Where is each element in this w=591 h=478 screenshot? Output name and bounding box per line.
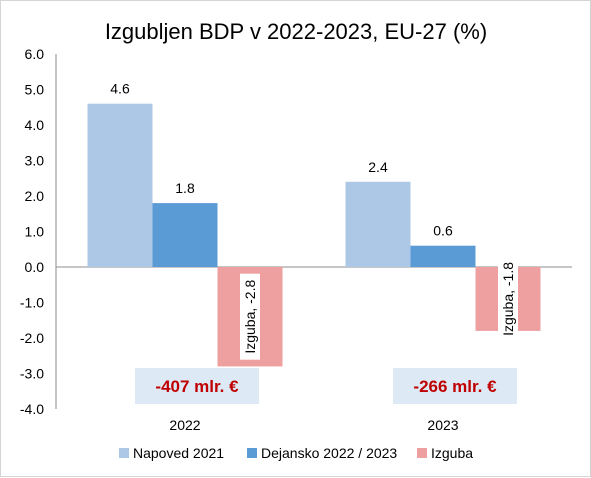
loss-annotations: -407 mlr. € -266 mlr. € (135, 368, 517, 404)
y-tick-label: 3.0 (25, 153, 45, 169)
bar-value-label: 0.6 (433, 223, 453, 239)
loss-callout-box (393, 368, 517, 404)
loss-callout-box (135, 368, 259, 404)
legend-swatch (119, 448, 129, 458)
y-tick-label: 1.0 (25, 224, 45, 240)
bar (410, 245, 476, 267)
y-tick-label: -1.0 (20, 295, 44, 311)
bar (152, 203, 218, 267)
bar (87, 103, 153, 267)
legend-label: Dejansko 2022 / 2023 (261, 445, 397, 461)
y-axis-ticks: 6.0 5.0 4.0 3.0 2.0 1.0 0.0 -1.0 -2.0 -3.0 -4.0 (20, 46, 44, 417)
y-tick-label: 2.0 (25, 188, 45, 204)
bars: 4.6 1.8 Izguba, -2.8 2.4 0.6 Izguba, -1.8 (87, 81, 541, 367)
legend-swatch (247, 448, 257, 458)
y-tick-label: 0.0 (25, 259, 45, 275)
loss-label-box (498, 255, 518, 342)
loss-label-text: Izguba, -2.8 (242, 280, 258, 354)
loss-callout-text: -266 mlr. € (413, 377, 497, 396)
bar-value-label: 4.6 (110, 81, 130, 97)
bar (345, 181, 411, 267)
legend-label: Izguba (431, 445, 473, 461)
y-tick-label: 6.0 (25, 46, 45, 62)
bar-value-label: 2.4 (368, 159, 388, 175)
y-tick-label: -2.0 (20, 330, 44, 346)
legend-label: Napoved 2021 (133, 445, 224, 461)
loss-label-text: Izguba, -1.8 (500, 262, 516, 336)
y-tick-label: 4.0 (25, 117, 45, 133)
x-axis-labels: 2022 2023 (169, 417, 458, 433)
y-tick-label: -3.0 (20, 366, 44, 382)
legend: Napoved 2021 Dejansko 2022 / 2023 Izguba (119, 445, 473, 461)
chart-title: Izgubljen BDP v 2022-2023, EU-27 (%) (105, 19, 487, 44)
bar-value-label: 1.8 (175, 180, 195, 196)
loss-label-box (240, 273, 260, 360)
y-tick-label: -4.0 (20, 401, 44, 417)
y-tick-label: 5.0 (25, 82, 45, 98)
loss-value-label: Izguba, -1.8 (498, 255, 518, 342)
loss-callout-text: -407 mlr. € (155, 377, 239, 396)
x-category-label: 2022 (169, 417, 200, 433)
loss-value-label: Izguba, -2.8 (240, 273, 260, 360)
legend-swatch (417, 448, 427, 458)
x-category-label: 2023 (427, 417, 458, 433)
